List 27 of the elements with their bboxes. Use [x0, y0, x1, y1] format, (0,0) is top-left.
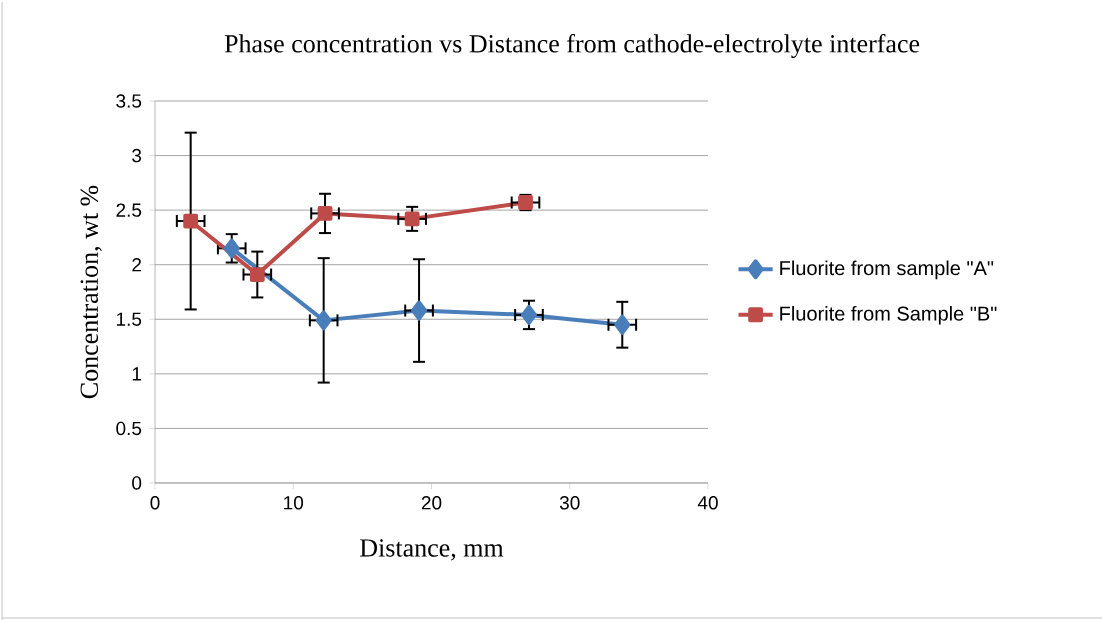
point: [317, 206, 333, 221]
chart-title: Phase concentration vs Distance from cathode-electrolyte interface: [224, 34, 920, 58]
point: [223, 238, 240, 259]
x-tick-label: 40: [697, 496, 718, 510]
point: [315, 310, 332, 331]
point: [614, 314, 631, 335]
y-tick-label: 3.5: [116, 94, 142, 108]
y-axis-title: Concentration, wt %: [80, 185, 102, 399]
point: [411, 300, 428, 321]
point: [520, 304, 537, 325]
y-tick-label: 1.5: [116, 312, 142, 326]
y-tick-label: 0.5: [116, 421, 142, 436]
y-tick-label: 0: [132, 476, 142, 490]
legend-label: Fluorite from Sample "B": [780, 305, 997, 325]
x-tick-label: 30: [559, 496, 580, 510]
y-tick-label: 3: [132, 148, 142, 163]
y-tick-label: 1: [132, 367, 141, 381]
x-tick-label: 10: [284, 496, 304, 510]
point: [183, 213, 199, 229]
y-tick-label: 2: [132, 258, 141, 272]
x-tick-label: 0: [150, 496, 160, 510]
y-tick-label: 2.5: [116, 203, 142, 217]
x-tick-label: 20: [421, 496, 442, 510]
x-axis-title: Distance, mm: [360, 539, 504, 561]
point: [249, 267, 265, 282]
legend-label: Fluorite from sample "A": [780, 260, 994, 280]
point: [404, 211, 420, 227]
